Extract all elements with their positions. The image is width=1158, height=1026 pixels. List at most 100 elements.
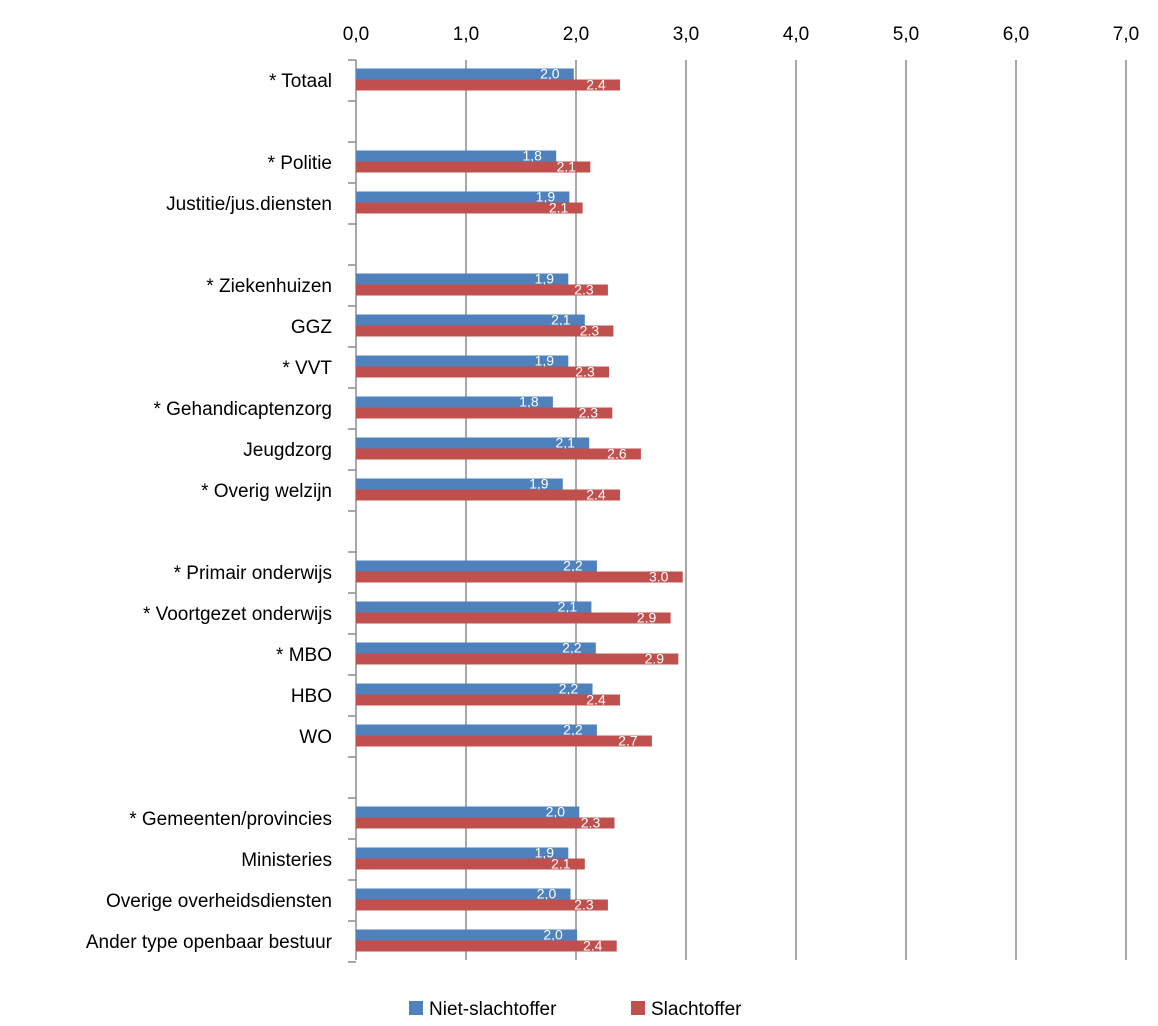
- data-label: 1,9: [535, 353, 555, 369]
- bar-slachtoffer: [356, 612, 671, 624]
- bar-niet-slachtoffer: [356, 806, 580, 818]
- data-label: 2,2: [563, 722, 583, 738]
- data-label: 2.7: [618, 733, 638, 749]
- bar-slachtoffer: [356, 407, 613, 419]
- data-label: 1,9: [535, 845, 555, 861]
- data-label: 2.1: [551, 856, 571, 872]
- bar-niet-slachtoffer: [356, 724, 597, 736]
- category-label: HBO: [291, 686, 332, 707]
- data-label: 2,2: [563, 558, 583, 574]
- x-axis-ticks: 0,0 1,0 2,0 3,0 4,0 5,0 6,0 7,0: [343, 24, 1139, 45]
- category-label: Ander type openbaar bestuur: [86, 932, 333, 953]
- bar-niet-slachtoffer: [356, 273, 569, 285]
- category-label: * VVT: [282, 358, 332, 379]
- bar-niet-slachtoffer: [356, 314, 585, 326]
- bar-niet-slachtoffer: [356, 437, 590, 449]
- data-label: 3.0: [649, 569, 669, 585]
- category-label: * Overig welzijn: [201, 481, 332, 502]
- data-label: 2.1: [549, 200, 569, 216]
- legend-label-slachtoffer: Slachtoffer: [651, 999, 742, 1020]
- bar-niet-slachtoffer: [356, 642, 596, 654]
- bar-niet-slachtoffer: [356, 191, 570, 203]
- data-label: 2.4: [586, 487, 606, 503]
- bar-slachtoffer: [356, 448, 641, 460]
- data-label: 1,8: [522, 148, 542, 164]
- x-tick-label: 3,0: [673, 24, 699, 45]
- data-label: 2.3: [574, 897, 594, 913]
- data-label: 1,9: [535, 271, 555, 287]
- bar-niet-slachtoffer: [356, 68, 574, 80]
- legend-swatch-niet-slachtoffer: [409, 1001, 423, 1015]
- data-label: 2,0: [546, 804, 566, 820]
- bar-slachtoffer: [356, 571, 683, 583]
- data-label: 1,9: [536, 189, 556, 205]
- category-label: * Totaal: [269, 71, 332, 92]
- category-label: * Politie: [268, 153, 332, 174]
- x-tick-label: 6,0: [1003, 24, 1029, 45]
- data-label: 2,1: [558, 599, 578, 615]
- x-tick-label: 7,0: [1113, 24, 1139, 45]
- category-label: * Gehandicaptenzorg: [153, 399, 332, 420]
- data-label: 2.4: [583, 938, 603, 954]
- legend: Niet-slachtoffer Slachtoffer: [409, 999, 742, 1020]
- data-label: 2,1: [555, 435, 575, 451]
- category-label: Overige overheidsdiensten: [106, 891, 332, 912]
- data-label: 2,1: [551, 312, 571, 328]
- category-label: * Ziekenhuizen: [206, 276, 332, 297]
- category-label: * Voortgezet onderwijs: [143, 604, 332, 625]
- bar-niet-slachtoffer: [356, 847, 569, 859]
- bar-slachtoffer: [356, 653, 679, 665]
- bar-niet-slachtoffer: [356, 888, 571, 900]
- data-label: 2.3: [580, 323, 600, 339]
- bar-niet-slachtoffer: [356, 560, 597, 572]
- category-label: Jeugdzorg: [243, 440, 332, 461]
- bar-slachtoffer: [356, 325, 614, 337]
- data-label: 2.9: [645, 651, 665, 667]
- category-label: * Gemeenten/provincies: [129, 809, 332, 830]
- bar-slachtoffer: [356, 940, 617, 952]
- data-label: 1,8: [519, 394, 539, 410]
- category-label: Justitie/jus.diensten: [166, 194, 332, 215]
- bar-slachtoffer: [356, 489, 620, 501]
- data-label: 2,0: [543, 927, 563, 943]
- x-tick-label: 2,0: [563, 24, 589, 45]
- data-label: 2,2: [559, 681, 579, 697]
- bar-slachtoffer: [356, 161, 591, 173]
- category-label: * Primair onderwijs: [174, 563, 332, 584]
- legend-swatch-slachtoffer: [631, 1001, 645, 1015]
- bar-slachtoffer: [356, 79, 620, 91]
- bar-niet-slachtoffer: [356, 150, 557, 162]
- legend-label-niet-slachtoffer: Niet-slachtoffer: [429, 999, 557, 1020]
- data-label: 2.9: [637, 610, 657, 626]
- data-label: 2.4: [586, 692, 606, 708]
- data-label: 2.3: [574, 282, 594, 298]
- bar-slachtoffer: [356, 694, 620, 706]
- category-label: Ministeries: [241, 850, 332, 871]
- bar-slachtoffer: [356, 366, 609, 378]
- bar-niet-slachtoffer: [356, 601, 592, 613]
- bar-slachtoffer: [356, 202, 583, 214]
- data-label: 2,0: [540, 66, 560, 82]
- bar-slachtoffer: [356, 858, 585, 870]
- bars: 2,02.41,82.11,92.11,92.32,12.31,92.31,82…: [356, 66, 683, 954]
- data-label: 2.3: [579, 405, 599, 421]
- bar-slachtoffer: [356, 899, 608, 911]
- data-label: 2,0: [537, 886, 557, 902]
- data-label: 2.3: [575, 364, 595, 380]
- bar-niet-slachtoffer: [356, 396, 553, 408]
- x-tick-label: 5,0: [893, 24, 919, 45]
- category-axis: * Totaal * Politie Justitie/jus.diensten * …: [86, 59, 356, 963]
- data-label: 2,2: [562, 640, 582, 656]
- bar-niet-slachtoffer: [356, 478, 563, 490]
- data-label: 2.4: [586, 77, 606, 93]
- category-label: * MBO: [276, 645, 332, 666]
- data-label: 2.1: [557, 159, 577, 175]
- bar-slachtoffer: [356, 817, 615, 829]
- x-tick-label: 0,0: [343, 24, 369, 45]
- data-label: 2.3: [581, 815, 601, 831]
- bar-niet-slachtoffer: [356, 355, 569, 367]
- data-label: 2.6: [607, 446, 627, 462]
- bar-niet-slachtoffer: [356, 683, 593, 695]
- data-label: 1,9: [529, 476, 549, 492]
